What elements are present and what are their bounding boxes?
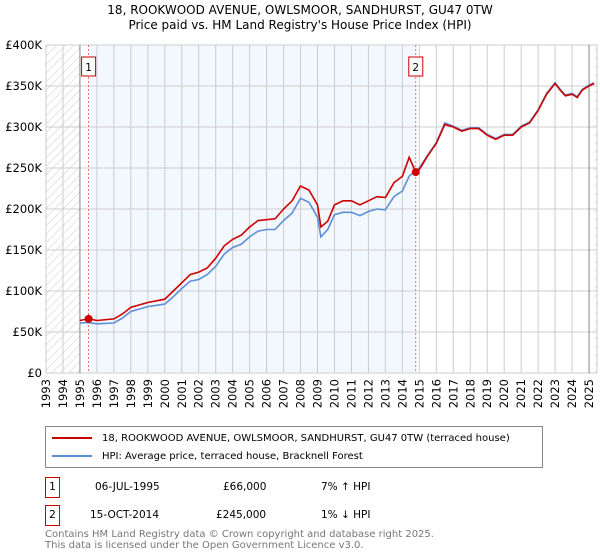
y-tick-label: £250K [5, 161, 42, 175]
transaction-date: 06-JUL-1995 [95, 481, 160, 493]
y-tick-label: £0 [27, 366, 42, 380]
y-tick-label: £100K [5, 284, 42, 298]
transaction-price: £66,000 [223, 481, 267, 493]
x-tick-label: 2016 [429, 379, 443, 408]
y-tick-label: £400K [5, 38, 42, 52]
x-tick-label: 2018 [463, 379, 477, 408]
blue-line-swatch [52, 455, 92, 457]
x-tick-label: 2000 [158, 379, 172, 408]
x-tick-label: 2009 [311, 379, 325, 408]
x-tick-label: 2001 [175, 379, 189, 408]
x-tick-label: 1996 [90, 379, 104, 408]
transaction-number: 2 [45, 505, 60, 526]
chart-subtitle: Price paid vs. HM Land Registry's House … [128, 18, 472, 32]
x-tick-label: 2011 [344, 379, 358, 408]
legend: 18, ROOKWOOD AVENUE, OWLSMOOR, SANDHURST… [45, 426, 543, 468]
sale-label-box [408, 56, 424, 77]
sale-label: 1 [85, 62, 92, 74]
x-tick-label: 1997 [107, 379, 121, 408]
x-tick-label: 1994 [56, 379, 70, 408]
x-tick-label: 2015 [412, 379, 426, 408]
red-line-swatch [52, 437, 92, 439]
x-tick-label: 2007 [277, 379, 291, 408]
sale-label: 2 [412, 62, 419, 74]
legend-item-hpi: HPI: Average price, terraced house, Brac… [52, 448, 363, 464]
transaction-hpi-delta: 7% ↑ HPI [321, 481, 371, 493]
x-tick-label: 2008 [294, 379, 308, 408]
x-tick-label: 2004 [226, 379, 240, 408]
x-tick-label: 2010 [327, 379, 341, 408]
x-tick-label: 2019 [480, 379, 494, 408]
y-tick-label: £300K [5, 120, 42, 134]
x-tick-label: 1998 [124, 379, 138, 408]
transaction-number: 1 [45, 477, 60, 498]
x-tick-label: 2021 [514, 379, 528, 408]
chart-title: 18, ROOKWOOD AVENUE, OWLSMOOR, SANDHURST… [107, 3, 493, 17]
footer: Contains HM Land Registry data © Crown c… [45, 529, 434, 551]
transaction-price: £245,000 [216, 509, 267, 521]
legend-item-property: 18, ROOKWOOD AVENUE, OWLSMOOR, SANDHURST… [52, 430, 510, 446]
y-tick-label: £50K [13, 325, 43, 339]
y-tick-label: £350K [5, 79, 42, 93]
y-tick-label: £150K [5, 243, 42, 257]
price-chart: 1 2 £0 £50K £100K £150K £200K £250K £300K £350K £4… [5, 38, 600, 408]
x-tick-label: 2020 [497, 379, 511, 408]
sale-point [411, 168, 420, 177]
x-tick-label: 2006 [260, 379, 274, 408]
transaction-row: 2 15-OCT-2014 £245,000 1% ↓ HPI [45, 505, 545, 526]
footer-copyright: Contains HM Land Registry data © Crown c… [45, 529, 434, 540]
legend-label: HPI: Average price, terraced house, Brac… [102, 450, 363, 462]
x-tick-label: 1995 [73, 379, 87, 408]
x-tick-label: 2022 [531, 379, 545, 408]
x-tick-label: 2003 [209, 379, 223, 408]
footer-licence: This data is licensed under the Open Gov… [45, 540, 364, 551]
x-tick-label: 1993 [39, 379, 53, 408]
x-tick-label: 2014 [395, 379, 409, 408]
sale-label-box [81, 56, 97, 77]
x-tick-label: 1999 [141, 379, 155, 408]
transaction-hpi-delta: 1% ↓ HPI [321, 509, 371, 521]
property-price-line [79, 82, 595, 322]
y-tick-label: £200K [5, 202, 42, 216]
x-tick-label: 2024 [565, 379, 579, 408]
x-tick-label: 2002 [192, 379, 206, 408]
transaction-date: 15-OCT-2014 [90, 509, 159, 521]
x-tick-label: 2025 [582, 379, 596, 408]
legend-label: 18, ROOKWOOD AVENUE, OWLSMOOR, SANDHURST… [102, 432, 510, 444]
x-tick-label: 2013 [378, 379, 392, 408]
transaction-row: 1 06-JUL-1995 £66,000 7% ↑ HPI [45, 477, 545, 498]
x-tick-label: 2023 [548, 379, 562, 408]
sale-point [84, 314, 93, 323]
x-tick-label: 2017 [446, 379, 460, 408]
x-tick-label: 2005 [243, 379, 257, 408]
x-tick-label: 2012 [361, 379, 375, 408]
